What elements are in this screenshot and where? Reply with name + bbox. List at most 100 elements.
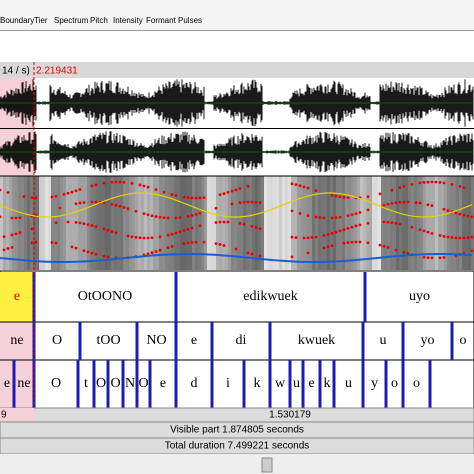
- interval-label[interactable]: u: [380, 333, 387, 348]
- interval-label[interactable]: u: [293, 376, 300, 391]
- formant-dot: [154, 215, 158, 218]
- scroll-thumb[interactable]: [261, 457, 273, 473]
- interval-label[interactable]: NO: [146, 333, 166, 348]
- formant-dot: [254, 226, 258, 229]
- interval-label[interactable]: o: [413, 376, 420, 391]
- interval-label[interactable]: O: [51, 376, 61, 391]
- spectrogram-column: [48, 176, 51, 270]
- formant-dot: [178, 216, 182, 219]
- interval-label[interactable]: edikwuek: [243, 289, 297, 304]
- formant-dot: [158, 235, 162, 239]
- spectrogram-detail: [0, 176, 474, 270]
- spectrogram-column: [435, 176, 438, 270]
- formant-dot: [150, 236, 154, 240]
- spectrogram-column: [468, 176, 471, 270]
- formant-dot: [102, 181, 106, 185]
- top-bar: [0, 62, 474, 78]
- spectrogram-column: [174, 176, 177, 270]
- interval-label[interactable]: t: [84, 376, 88, 391]
- formant-dot: [142, 212, 146, 216]
- interval-label[interactable]: O: [52, 333, 62, 348]
- interval-label[interactable]: OtOONO: [78, 289, 132, 304]
- menu-item[interactable]: Pulses: [178, 16, 202, 25]
- spectrogram-column: [0, 176, 3, 270]
- interval-label[interactable]: e: [308, 376, 314, 391]
- interval-label[interactable]: y: [371, 376, 378, 391]
- formant-dot: [438, 256, 442, 260]
- spectrogram-column: [57, 176, 60, 270]
- menu-item[interactable]: Spectrum: [54, 16, 89, 25]
- interval-label[interactable]: k: [324, 376, 331, 391]
- formant-dot: [154, 188, 158, 192]
- spectrogram-column: [441, 176, 444, 270]
- formant-dot: [294, 236, 298, 240]
- formant-dot: [110, 202, 114, 206]
- formant-dot: [350, 213, 354, 217]
- formant-dot: [454, 236, 458, 240]
- formant-dot: [162, 216, 166, 220]
- formant-dot: [382, 203, 386, 207]
- spectrogram-column: [261, 176, 264, 270]
- menu-item[interactable]: Tier: [34, 16, 48, 25]
- pitch-line: [0, 252, 473, 263]
- interval-label[interactable]: O: [138, 376, 148, 391]
- spectrogram-column: [354, 176, 357, 270]
- spectrogram-column: [72, 176, 75, 270]
- interval-label[interactable]: N: [125, 376, 135, 391]
- spectrogram-column: [414, 176, 417, 270]
- spectrogram-column: [360, 176, 363, 270]
- formant-dot: [250, 224, 254, 228]
- formant-dot: [214, 206, 218, 210]
- menu-item[interactable]: Formant: [146, 16, 177, 25]
- interval-label[interactable]: di: [236, 333, 247, 348]
- interval-label[interactable]: e: [191, 333, 197, 348]
- formant-dot: [94, 200, 98, 204]
- spectrogram-column: [450, 176, 453, 270]
- formant-dot: [222, 220, 226, 224]
- interval-label[interactable]: d: [191, 376, 198, 391]
- interval-label[interactable]: o: [391, 376, 398, 391]
- formant-dot: [422, 229, 426, 233]
- interval-label[interactable]: ne: [17, 376, 30, 391]
- interval-label[interactable]: ne: [10, 333, 23, 348]
- interval-label[interactable]: e: [14, 289, 20, 304]
- formant-dot: [462, 186, 466, 190]
- formant-dot: [238, 222, 242, 225]
- interval-label[interactable]: uyo: [409, 289, 430, 304]
- formant-dot: [78, 201, 82, 205]
- formant-dot: [386, 202, 390, 206]
- formant-dot: [422, 255, 426, 259]
- interval-label[interactable]: w: [275, 376, 286, 391]
- formant-dot: [10, 245, 14, 249]
- interval-label[interactable]: kwuek: [298, 333, 335, 348]
- menu-item[interactable]: Pitch: [90, 16, 108, 25]
- spectrogram-column: [264, 176, 267, 270]
- interval-label[interactable]: tOO: [96, 333, 120, 348]
- spectrogram-column: [462, 176, 465, 270]
- spectrogram-column: [204, 176, 207, 270]
- interval-label[interactable]: e: [4, 376, 10, 391]
- interval-label[interactable]: o: [460, 333, 467, 348]
- formant-dot: [330, 231, 334, 235]
- formant-dot: [2, 235, 6, 239]
- formant-dot: [198, 211, 202, 215]
- interval-label[interactable]: e: [160, 376, 166, 391]
- spectrogram-column: [273, 176, 276, 270]
- interval-label[interactable]: k: [254, 376, 261, 391]
- formant-dot: [66, 220, 70, 224]
- formant-dot: [390, 201, 394, 205]
- spectrogram-column: [444, 176, 447, 270]
- formant-dot: [186, 227, 190, 231]
- interval-label[interactable]: O: [96, 376, 106, 391]
- interval-label[interactable]: O: [110, 376, 120, 391]
- formant-dot: [382, 244, 386, 248]
- interval-label[interactable]: yo: [421, 333, 435, 348]
- scrollbar[interactable]: [0, 454, 474, 474]
- interval-label[interactable]: u: [345, 376, 352, 391]
- formant-dot: [470, 235, 474, 239]
- spectrogram-column: [156, 176, 159, 270]
- menu-item[interactable]: Intensity: [113, 16, 143, 25]
- formant-dot: [410, 225, 414, 229]
- menu-item[interactable]: Boundary: [0, 16, 34, 25]
- interval-label[interactable]: i: [226, 376, 230, 391]
